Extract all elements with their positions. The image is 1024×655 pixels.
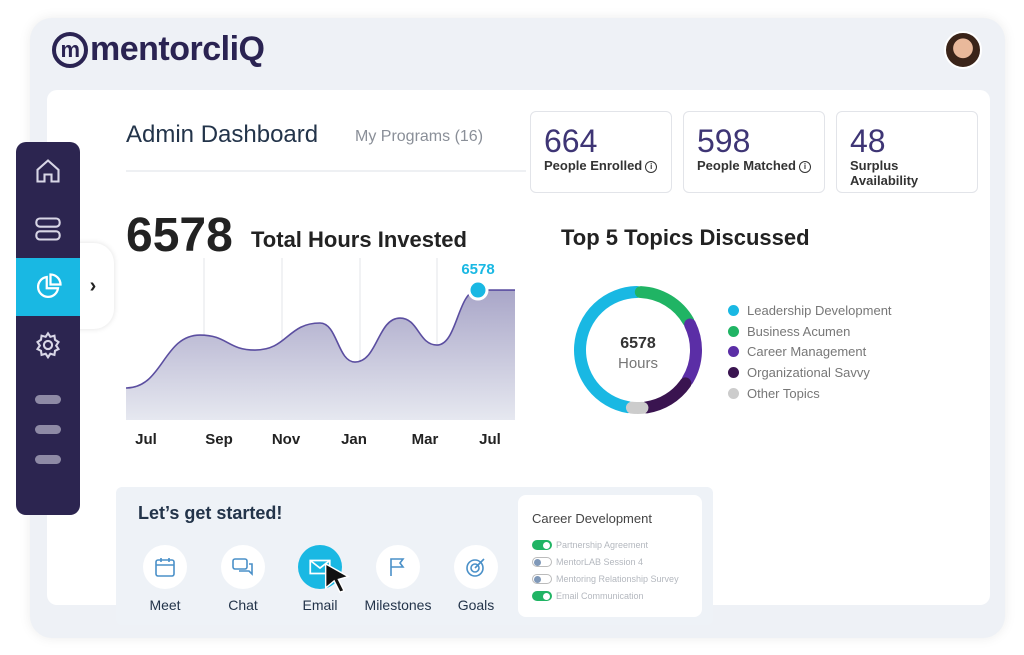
x-tick-label: Nov [272, 431, 301, 448]
action-chat[interactable]: Chat [208, 545, 278, 613]
checklist-item[interactable]: Partnership Agreement [532, 536, 688, 553]
chevron-right-icon: › [89, 274, 97, 297]
legend-label: Career Management [747, 344, 867, 360]
action-meet[interactable]: Meet [130, 545, 200, 613]
toggle-switch[interactable] [532, 556, 552, 567]
total-hours-label: Total Hours Invested [251, 227, 467, 252]
cursor-icon [324, 562, 351, 594]
x-tick-label: Sep [205, 431, 233, 448]
legend-dot [728, 346, 739, 358]
legend-item: Leadership Development [728, 300, 892, 321]
legend-item: Organizational Savvy [728, 362, 892, 383]
stat-label: People Matched [697, 158, 796, 173]
action-goals[interactable]: Goals [441, 545, 511, 613]
topics-donut-chart: 6578 Hours [574, 286, 702, 414]
stat-value: 48 [850, 123, 886, 159]
legend-label: Business Acumen [747, 323, 851, 339]
stat-label: Surplus Availability [850, 158, 919, 188]
sidebar-placeholder [35, 395, 61, 404]
brand-logo: m mentorcliQ [52, 30, 265, 69]
logo-mark-icon: m [52, 31, 88, 68]
highlight-label: 6578 [461, 261, 494, 278]
checklist-item[interactable]: MentorLAB Session 4 [532, 553, 688, 570]
calendar-icon [155, 558, 175, 577]
sidebar-item-home[interactable] [16, 142, 80, 200]
career-title: Career Development [532, 511, 652, 526]
action-label: Email [302, 597, 338, 613]
info-icon[interactable]: i [798, 161, 811, 173]
stat-value: 664 [544, 123, 598, 159]
flag-icon [390, 558, 405, 576]
total-hours-value: 6578 [126, 209, 233, 262]
gear-icon [35, 331, 61, 359]
sidebar-item-settings[interactable] [16, 316, 80, 374]
donut-segment[interactable] [574, 286, 643, 414]
legend-dot [728, 304, 739, 316]
stat-card-enrolled: 664 People Enrolled i [530, 111, 672, 193]
donut-segment[interactable] [640, 377, 692, 414]
area-fill [126, 290, 515, 420]
sidebar-placeholder [35, 455, 61, 464]
toggle-switch[interactable] [532, 590, 552, 601]
toggle-switch[interactable] [532, 573, 552, 584]
legend-label: Organizational Savvy [747, 364, 870, 380]
legend-item: Other Topics [728, 383, 892, 404]
sidebar-item-programs[interactable] [16, 200, 80, 258]
legend-dot [728, 366, 739, 378]
checklist-label: Email Communication [556, 590, 644, 601]
toggle-switch[interactable] [532, 539, 552, 550]
sidebar-placeholder [35, 425, 61, 434]
avatar[interactable] [944, 31, 982, 69]
stat-label: People Enrolled [544, 158, 643, 173]
programs-link[interactable]: My Programs (16) [355, 128, 484, 145]
checklist-item[interactable]: Email Communication [532, 587, 688, 604]
page-title: Admin Dashboard [126, 121, 319, 148]
info-icon[interactable]: i [645, 161, 658, 173]
sidebar [16, 142, 80, 515]
layout-icon [35, 217, 61, 241]
action-label: Goals [457, 597, 495, 613]
legend-label: Other Topics [747, 385, 820, 401]
hours-area-chart: 6578 Jul Sep Nov Jan Mar Jul [125, 258, 515, 448]
x-tick-label: Jan [341, 431, 367, 448]
home-icon [36, 159, 60, 183]
legend-label: Leadership Development [747, 302, 892, 318]
stat-card-surplus: 48 Surplus Availability [836, 111, 978, 193]
donut-center-label: Hours [618, 355, 658, 372]
action-label: Chat [228, 597, 258, 613]
donut-center-value: 6578 [620, 335, 656, 352]
action-label: Milestones [364, 597, 432, 613]
get-started-title: Let’s get started! [138, 503, 283, 523]
highlight-point[interactable] [467, 279, 489, 301]
checklist-label: MentorLAB Session 4 [556, 556, 644, 567]
chat-icon [232, 558, 253, 576]
legend-dot [728, 387, 739, 399]
x-tick-label: Jul [479, 431, 501, 448]
sidebar-item-reports[interactable] [16, 258, 80, 316]
checklist-item[interactable]: Mentoring Relationship Survey [532, 570, 688, 587]
x-tick-label: Jul [135, 431, 157, 448]
action-milestones[interactable]: Milestones [363, 545, 433, 613]
checklist-label: Partnership Agreement [556, 539, 649, 550]
action-label: Meet [149, 597, 181, 613]
donut-segment[interactable] [681, 318, 702, 387]
series-line [125, 289, 515, 389]
divider [126, 170, 526, 172]
legend-item: Business Acumen [728, 321, 892, 342]
stat-card-matched: 598 People Matched i [683, 111, 825, 193]
target-icon [466, 558, 485, 577]
legend-dot [728, 325, 739, 337]
checklist-label: Mentoring Relationship Survey [556, 573, 679, 584]
topics-title: Top 5 Topics Discussed [561, 225, 810, 250]
topics-legend: Leadership Development Business Acumen Car… [728, 300, 892, 403]
stat-value: 598 [697, 123, 751, 159]
legend-item: Career Management [728, 341, 892, 362]
pie-chart-icon [37, 273, 62, 298]
career-development-card: Career Development Partnership Agreement… [518, 495, 702, 617]
donut-segment[interactable] [634, 286, 695, 327]
x-tick-label: Mar [412, 431, 439, 448]
